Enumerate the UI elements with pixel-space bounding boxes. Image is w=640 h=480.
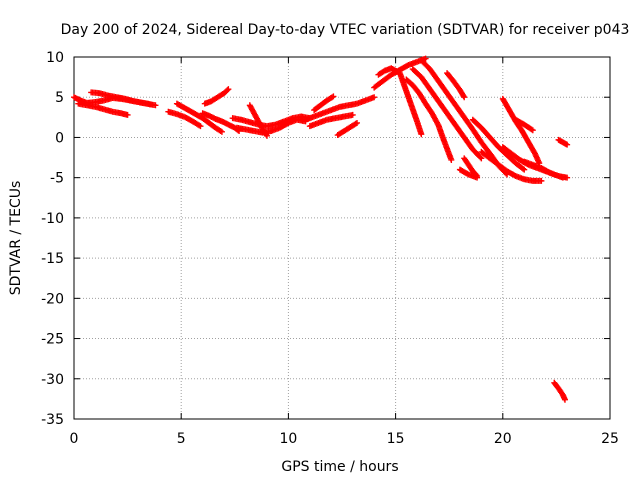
y-axis-label: SDTVAR / TECUs: [8, 181, 24, 296]
chart-title: Day 200 of 2024, Sidereal Day-to-day VTE…: [61, 22, 630, 38]
y-tick-label: -15: [41, 251, 64, 267]
data-point-plus: [448, 156, 455, 163]
data-point-plus: [478, 155, 485, 162]
satellite-track: [201, 86, 232, 107]
satellite-track: [512, 116, 536, 134]
satellite-track: [469, 116, 528, 173]
satellite-track: [521, 158, 571, 181]
y-tick-label: 0: [55, 130, 64, 146]
data-point-plus: [197, 123, 204, 130]
data-point-plus: [529, 127, 536, 134]
x-tick-label: 25: [601, 431, 619, 447]
satellite-track: [75, 100, 131, 118]
data-point-plus: [124, 111, 131, 118]
data-point-plus: [477, 154, 484, 161]
satellite-track: [311, 93, 337, 114]
x-axis-label: GPS time / hours: [281, 459, 398, 475]
y-tick-label: -35: [41, 412, 64, 428]
x-tick-label: 20: [494, 431, 512, 447]
y-tick-label: -20: [41, 291, 64, 307]
data-point-plus: [371, 94, 378, 101]
satellite-track: [233, 116, 309, 136]
data-point-plus: [217, 128, 224, 135]
data-point-plus: [218, 128, 225, 135]
plot-area-frame: [73, 56, 611, 420]
axis-ticks: 0 5 10 15 20 25 10 5 0 -5 -10 -15 -20 -25 -30 -35: [41, 50, 619, 447]
satellite-track: [334, 119, 361, 139]
satellite-track: [246, 102, 270, 139]
data-point-plus: [349, 111, 356, 118]
data-point-plus: [461, 94, 468, 101]
y-tick-label: 10: [46, 50, 64, 66]
data-point-plus: [225, 86, 232, 93]
data-point-plus: [330, 93, 337, 100]
data-point-plus: [354, 119, 361, 126]
data-point-plus: [561, 396, 568, 403]
y-tick-label: -30: [41, 372, 64, 388]
satellite-track: [403, 76, 455, 163]
data-point-plus: [564, 141, 571, 148]
satellite-track: [302, 94, 378, 123]
x-tick-label: 10: [279, 431, 297, 447]
data-points: [71, 55, 571, 403]
data-point-plus: [152, 102, 159, 109]
data-point-plus: [564, 174, 571, 181]
data-point-plus: [536, 160, 543, 167]
data-point-plus: [224, 87, 231, 94]
data-point-plus: [352, 120, 359, 127]
satellite-track: [478, 148, 545, 184]
x-tick-label: 0: [70, 431, 79, 447]
data-point-plus: [528, 126, 535, 133]
data-point-plus: [196, 122, 203, 129]
satellite-track: [555, 136, 571, 148]
satellite-track: [88, 89, 155, 108]
data-point-plus: [422, 55, 429, 62]
data-point-plus: [538, 177, 545, 184]
satellite-track: [409, 66, 485, 162]
data-point-plus: [460, 93, 467, 100]
satellite-track: [444, 70, 468, 101]
y-tick-label: -5: [50, 171, 64, 187]
data-point-plus: [521, 166, 528, 173]
data-point-plus: [263, 132, 270, 139]
satellite-track: [456, 166, 481, 181]
data-point-plus: [148, 101, 155, 108]
satellite-track: [165, 108, 204, 130]
satellite-track: [173, 100, 225, 135]
x-tick-label: 15: [387, 431, 405, 447]
x-tick-label: 5: [177, 431, 186, 447]
data-point-plus: [474, 174, 481, 181]
y-tick-label: -10: [41, 211, 64, 227]
satellite-track: [375, 65, 425, 138]
data-point-plus: [329, 94, 336, 101]
satellite-track: [551, 379, 568, 403]
y-tick-label: -25: [41, 332, 64, 348]
satellite-track: [371, 55, 429, 91]
grid-lines: [74, 57, 610, 419]
data-point-plus: [520, 165, 527, 172]
y-tick-label: 5: [55, 90, 64, 106]
satellite-track: [306, 111, 356, 130]
data-point-plus: [263, 131, 270, 138]
satellite-track: [418, 57, 511, 178]
data-point-plus: [418, 131, 425, 138]
